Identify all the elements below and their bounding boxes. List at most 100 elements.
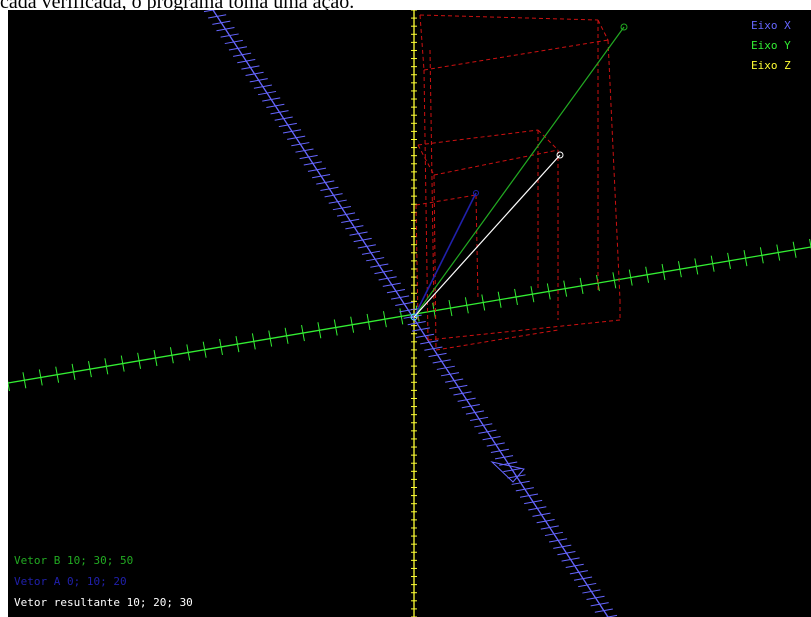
x-axis-line-tick bbox=[565, 563, 584, 568]
x-axis-line-tick bbox=[532, 512, 551, 517]
y-axis-line-tick bbox=[727, 252, 731, 269]
x-axis-line-tick bbox=[465, 410, 485, 415]
x-axis-line-tick bbox=[345, 225, 364, 230]
x-axis-line-tick bbox=[382, 282, 401, 287]
box-edge bbox=[423, 39, 609, 71]
x-axis-line-tick bbox=[224, 39, 243, 45]
vector-a-endpoint bbox=[473, 190, 479, 196]
vector-result-line bbox=[413, 154, 561, 318]
legend-x-axis: Eixo X bbox=[751, 19, 791, 32]
y-axis-line-tick bbox=[776, 244, 781, 261]
x-axis-line-tick bbox=[569, 570, 588, 575]
x-axis-line-tick bbox=[361, 250, 381, 255]
x-axis-line-tick bbox=[511, 480, 530, 485]
vector-a-line bbox=[413, 192, 477, 318]
x-axis-line-tick bbox=[399, 308, 418, 313]
x-axis-line-tick bbox=[212, 20, 231, 25]
y-axis-line-tick bbox=[251, 333, 256, 350]
box-edge bbox=[427, 319, 621, 341]
origin-marker bbox=[410, 313, 418, 321]
box-edge bbox=[415, 194, 477, 206]
x-axis-line-tick bbox=[332, 205, 351, 211]
x-axis-line-tick bbox=[312, 174, 331, 179]
y-axis-line-tick bbox=[301, 324, 305, 342]
x-axis-line-tick bbox=[241, 65, 260, 70]
x-axis-line-tick bbox=[287, 135, 306, 140]
x-axis-arrow-marker bbox=[490, 461, 525, 483]
x-axis-line-tick bbox=[482, 435, 501, 441]
y-axis-line-tick bbox=[546, 283, 551, 300]
y-axis-line-tick bbox=[530, 286, 535, 303]
x-axis-line-tick bbox=[578, 582, 597, 588]
x-axis-line-tick bbox=[228, 46, 248, 51]
x-axis-line-tick bbox=[386, 289, 406, 294]
x-axis-line-tick bbox=[253, 84, 272, 89]
y-axis-line-tick bbox=[219, 338, 223, 356]
3d-viewport[interactable]: Eixo X Eixo Y Eixo Z Vetor B 10; 30; 50 … bbox=[8, 10, 811, 617]
y-axis-line-tick bbox=[55, 366, 60, 383]
x-axis-line-tick bbox=[278, 122, 297, 128]
x-axis-line-tick bbox=[291, 142, 310, 147]
x-axis-line-tick bbox=[557, 550, 576, 556]
x-axis-line-tick bbox=[341, 218, 360, 223]
vector-b-endpoint bbox=[620, 23, 628, 31]
x-axis-line-tick bbox=[336, 212, 356, 217]
x-axis-line-tick bbox=[320, 186, 339, 192]
y-axis-line-tick bbox=[284, 327, 289, 344]
x-axis-line-tick bbox=[536, 519, 555, 524]
x-axis-line-tick bbox=[507, 474, 526, 479]
x-axis-line-tick bbox=[470, 416, 489, 422]
x-axis-line-tick bbox=[605, 614, 618, 617]
x-axis-line-tick bbox=[515, 487, 534, 492]
y-axis-line-tick bbox=[88, 361, 92, 378]
y-axis-line-tick bbox=[153, 349, 158, 367]
y-axis-line-tick bbox=[202, 341, 207, 358]
x-axis-line-tick bbox=[270, 110, 289, 115]
y-axis-line-tick bbox=[268, 330, 273, 347]
x-axis-line-tick bbox=[245, 71, 264, 77]
box-edge bbox=[415, 204, 419, 321]
y-axis-line-tick bbox=[481, 294, 486, 311]
x-axis-line-tick bbox=[316, 180, 335, 185]
document-caption: cada verificada, o programa toma uma açã… bbox=[0, 0, 355, 13]
x-axis-line-tick bbox=[378, 276, 397, 281]
x-axis-line-tick bbox=[457, 397, 476, 402]
y-axis-line-tick bbox=[235, 336, 240, 353]
x-axis-line-tick bbox=[249, 78, 268, 83]
y-axis-line-tick bbox=[596, 274, 600, 292]
x-axis-line-tick bbox=[478, 429, 497, 434]
y-axis-line-tick bbox=[464, 297, 469, 314]
x-axis-line-tick bbox=[494, 455, 514, 460]
x-axis-line-tick bbox=[586, 595, 605, 600]
y-axis-line-tick bbox=[628, 269, 633, 286]
y-axis-line-tick bbox=[677, 261, 682, 278]
x-axis-line-tick bbox=[233, 52, 252, 57]
legend-z-axis: Eixo Z bbox=[751, 59, 791, 72]
x-axis-line-tick bbox=[220, 33, 239, 38]
x-axis-line-tick bbox=[257, 90, 277, 96]
legend-y-axis: Eixo Y bbox=[751, 39, 791, 52]
vector-b-line bbox=[413, 26, 625, 318]
box-edge bbox=[419, 14, 425, 71]
x-axis-line-tick bbox=[370, 263, 389, 268]
x-axis-line-tick bbox=[432, 359, 451, 364]
x-axis-line-tick bbox=[391, 295, 410, 300]
vector-b-readout: Vetor B 10; 30; 50 bbox=[14, 554, 134, 567]
y-axis-line-tick bbox=[710, 255, 715, 272]
x-axis-line-tick bbox=[374, 269, 393, 275]
box-edge bbox=[537, 129, 559, 151]
x-axis-line-tick bbox=[474, 423, 493, 428]
y-axis-line-tick bbox=[743, 250, 748, 267]
y-axis-line-tick bbox=[809, 238, 811, 250]
y-axis-line-tick bbox=[137, 352, 142, 369]
x-axis-line-tick bbox=[282, 129, 302, 134]
x-axis-line-tick bbox=[395, 301, 414, 307]
y-axis-line-tick bbox=[792, 241, 797, 258]
x-axis-line-tick bbox=[274, 116, 293, 121]
y-axis-line-tick bbox=[448, 299, 453, 317]
x-axis-line-tick bbox=[594, 608, 613, 613]
x-axis-line-tick bbox=[582, 589, 601, 594]
vector-info: Vetor B 10; 30; 50 Vetor A 0; 10; 20 Vet… bbox=[14, 550, 193, 613]
box-edge bbox=[607, 39, 621, 301]
y-axis-line-tick bbox=[350, 316, 355, 333]
